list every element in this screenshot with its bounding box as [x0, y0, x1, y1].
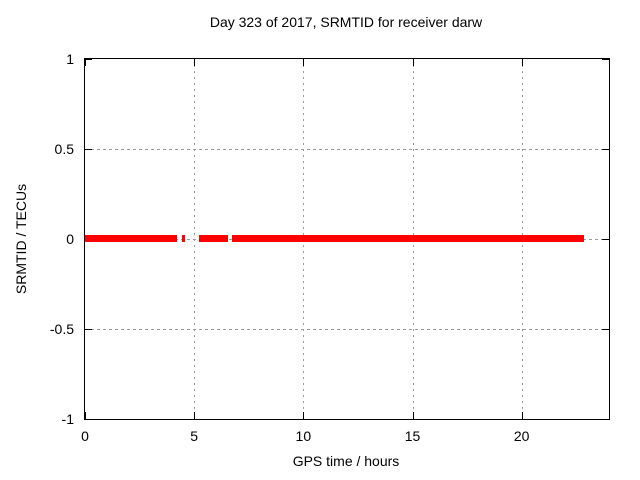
y-tick-left — [85, 329, 92, 330]
data-line-segment — [85, 235, 177, 242]
y-tick-left — [85, 59, 92, 60]
y-tick-right — [602, 419, 609, 420]
x-tick-bottom — [85, 412, 86, 419]
y-tick-right — [602, 329, 609, 330]
y-tick-label: -1 — [61, 411, 74, 427]
chart-title: Day 323 of 2017, SRMTID for receiver dar… — [209, 14, 483, 30]
x-tick-label: 0 — [81, 428, 89, 444]
y-gridline — [85, 329, 609, 330]
x-tick-label: 20 — [513, 428, 530, 444]
plot-area: 0 5 10 15 20 1 0.5 0 -0.5 -1 — [50, 51, 610, 444]
y-tick-right — [602, 59, 609, 60]
y-tick-label: 1 — [66, 51, 74, 67]
x-tick-bottom — [303, 412, 305, 419]
x-tick-bottom — [521, 412, 523, 419]
data-line-segment — [198, 235, 228, 242]
x-tick-label: 15 — [404, 428, 421, 444]
x-tick-bottom — [412, 412, 414, 419]
data-line-segment — [231, 235, 584, 242]
y-axis-label: SRMTID / TECUs — [13, 183, 29, 295]
y-tick-right — [602, 149, 609, 150]
x-tick-top — [85, 59, 86, 66]
x-tick-top — [521, 59, 523, 66]
x-tick-top — [303, 59, 305, 66]
y-tick-label: 0 — [66, 231, 74, 247]
x-tick-top — [412, 59, 414, 66]
data-line-segment — [181, 235, 185, 242]
x-tick-label: 10 — [295, 428, 312, 444]
x-tick-top — [194, 59, 196, 66]
y-tick-left — [85, 149, 92, 150]
y-tick-label: 0.5 — [54, 141, 74, 157]
x-tick-bottom — [194, 412, 196, 419]
y-tick-right — [602, 239, 609, 240]
y-gridline — [85, 149, 609, 150]
x-tick-label: 5 — [190, 428, 199, 444]
y-tick-label: -0.5 — [49, 321, 74, 337]
y-tick-left — [85, 419, 92, 420]
x-axis-label: GPS time / hours — [292, 453, 400, 469]
